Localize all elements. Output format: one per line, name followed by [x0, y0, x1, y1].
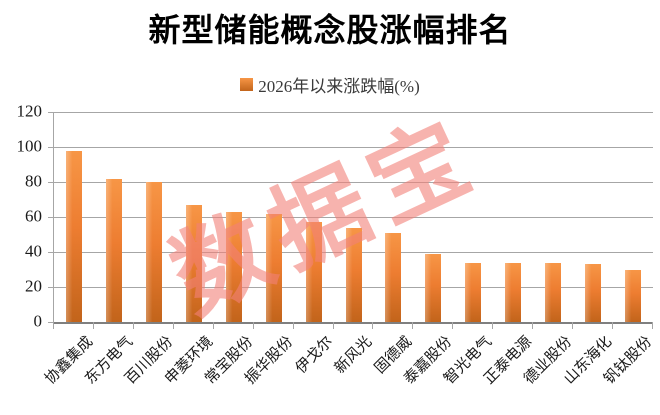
x-axis-tick	[292, 322, 294, 329]
x-axis-tick	[572, 322, 574, 329]
x-axis-label: 伊戈尔	[292, 333, 336, 377]
bar	[425, 253, 442, 322]
y-axis-tick-label: 100	[16, 136, 43, 156]
bar	[465, 262, 482, 322]
bar	[225, 211, 242, 322]
y-axis-tick-label: 120	[16, 101, 43, 121]
legend: 2026年以来涨跌幅(%)	[0, 72, 660, 97]
y-axis-tick	[48, 322, 53, 323]
plot-area	[53, 112, 653, 324]
x-axis-tick	[172, 322, 174, 329]
y-axis-tick	[48, 182, 53, 183]
x-axis-tick	[92, 322, 94, 329]
y-axis-tick-label: 80	[25, 171, 42, 191]
x-axis-tick	[612, 322, 614, 329]
y-axis-tick	[48, 252, 53, 253]
gridline	[54, 217, 653, 218]
bar	[585, 264, 602, 322]
bar	[625, 269, 642, 322]
y-axis-tick	[48, 112, 53, 113]
legend-swatch	[240, 78, 254, 91]
y-axis-tick	[48, 147, 53, 148]
bar	[345, 227, 362, 322]
gridline	[54, 147, 653, 148]
y-axis-tick	[48, 287, 53, 288]
x-axis-tick	[252, 322, 254, 329]
x-axis-tick	[53, 322, 54, 329]
x-axis-tick	[132, 322, 134, 329]
gridline	[54, 182, 653, 183]
gridline	[54, 112, 653, 113]
x-axis-tick	[332, 322, 334, 329]
x-axis-tick	[492, 322, 494, 329]
y-axis-tick-label: 0	[33, 311, 43, 331]
y-axis-tick	[48, 217, 53, 218]
bar	[505, 262, 522, 322]
x-axis-tick	[652, 322, 653, 329]
x-axis-tick	[212, 322, 214, 329]
chart-title: 新型储能概念股涨幅排名	[148, 12, 512, 48]
x-axis-tick	[412, 322, 414, 329]
bar	[545, 262, 562, 322]
bar	[65, 150, 82, 322]
bar	[265, 213, 282, 322]
bar	[305, 222, 322, 322]
legend-label: 2026年以来涨跌幅(%)	[258, 77, 420, 96]
y-axis-tick-label: 40	[25, 241, 42, 261]
y-axis-tick-label: 20	[25, 276, 42, 296]
bar	[385, 232, 402, 322]
x-axis-label: 新风光	[332, 333, 376, 377]
x-axis-tick	[452, 322, 454, 329]
x-axis-tick	[372, 322, 374, 329]
bar	[185, 204, 202, 322]
bar	[145, 182, 162, 322]
y-axis-tick-label: 60	[25, 206, 42, 226]
bar	[105, 178, 122, 322]
x-axis-tick	[532, 322, 534, 329]
